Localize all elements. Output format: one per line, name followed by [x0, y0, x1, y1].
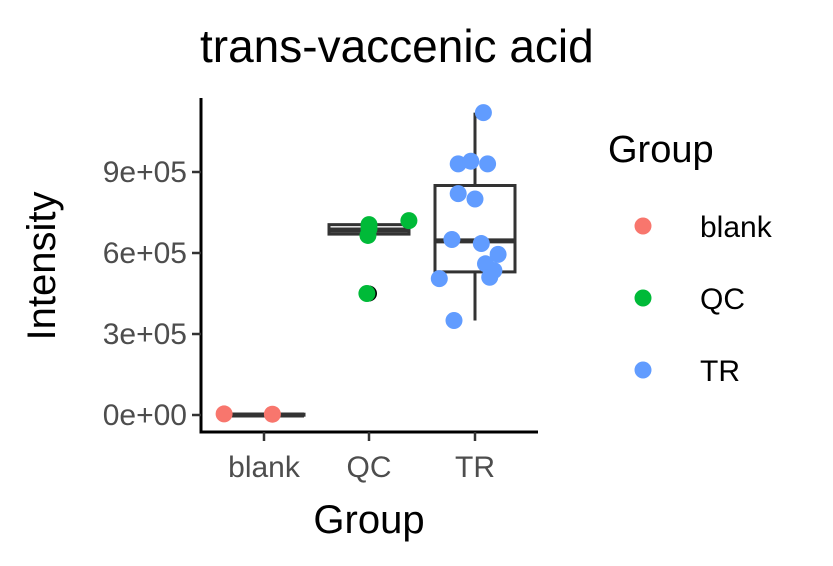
- legend-label-blank: blank: [700, 211, 773, 244]
- legend-label-tr: TR: [700, 355, 740, 388]
- y-axis-title: Intensity: [20, 192, 64, 341]
- y-tick-label: 0e+00: [103, 399, 187, 432]
- x-tick-label: TR: [455, 451, 495, 484]
- chart-title: trans-vaccenic acid: [200, 20, 594, 72]
- data-point-qc: [359, 226, 377, 244]
- data-point-tr: [474, 104, 492, 122]
- x-tick-label: blank: [228, 451, 301, 484]
- y-tick-label: 6e+05: [103, 237, 187, 270]
- legend-title: Group: [608, 129, 714, 171]
- data-point-tr: [472, 235, 490, 253]
- data-point-tr: [489, 245, 507, 263]
- legend: Group blank QC TR: [608, 129, 773, 388]
- y-tick-label: 9e+05: [103, 156, 187, 189]
- data-point-tr: [462, 152, 480, 170]
- data-point-tr: [445, 312, 463, 329]
- data-point-qc: [358, 285, 376, 302]
- legend-key-blank: [634, 217, 652, 235]
- data-point-qc: [400, 212, 418, 230]
- data-point-tr: [443, 231, 461, 248]
- data-point-blank: [215, 405, 233, 423]
- data-point-tr: [449, 185, 467, 203]
- x-axis-title: Group: [313, 498, 424, 542]
- data-point-tr: [430, 270, 448, 288]
- data-point-blank: [263, 405, 281, 423]
- legend-key-qc: [634, 289, 652, 307]
- legend-key-tr: [634, 361, 652, 379]
- data-point-tr: [481, 268, 499, 286]
- x-tick-label: QC: [347, 451, 392, 484]
- legend-label-qc: QC: [700, 283, 745, 316]
- plot-area: 0e+00 3e+05 6e+05 9e+05 blank QC TR: [103, 98, 538, 484]
- box-tr: [433, 112, 517, 321]
- y-tick-label: 3e+05: [103, 318, 187, 351]
- data-point-tr: [466, 190, 484, 208]
- data-point-tr: [479, 155, 497, 173]
